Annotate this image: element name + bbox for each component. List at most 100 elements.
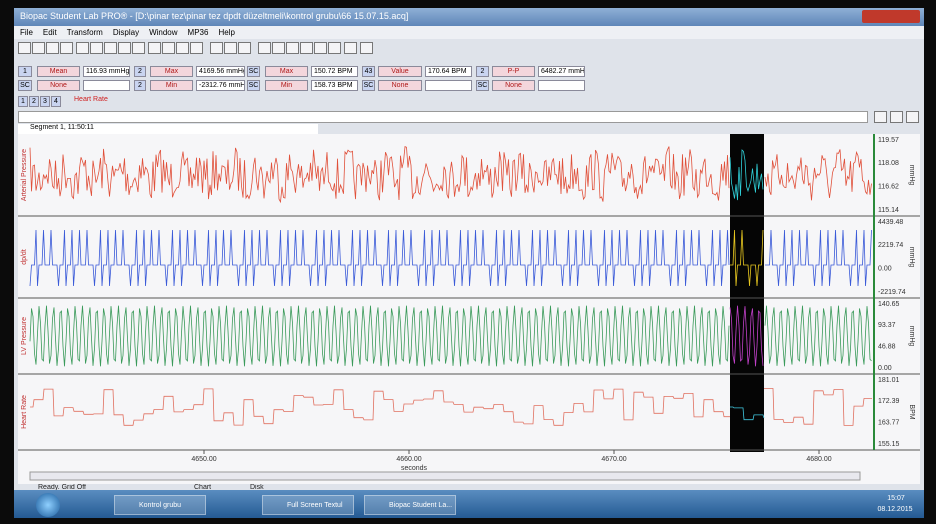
channel-label: LV Pressure [21,317,28,355]
scroll-button[interactable] [906,111,919,123]
measurement-value: 4169.56 mmHg [196,66,245,77]
segment-label: Segment 1, 11:50:11 [18,124,318,134]
measurement-button[interactable]: 2 [476,66,489,77]
y-tick-label: 118.08 [878,160,899,167]
y-tick-label: 115.14 [878,207,899,214]
empty-field [538,80,585,91]
y-tick-label: 0.00 [878,365,892,372]
y-tick-label: 116.62 [878,184,899,191]
y-tick-label: 93.37 [878,322,896,329]
measurement-value: 158.73 BPM [311,80,358,91]
measurement-button[interactable]: Max [150,66,193,77]
channel-label: Heart Rate [21,395,28,429]
x-tick-label: 4650.00 [191,456,216,463]
x-tick-label: 4680.00 [806,456,831,463]
empty-field [425,80,472,91]
toolbar-button[interactable] [148,42,161,54]
toolbar-button[interactable] [360,42,373,54]
measurement-button[interactable]: Max [265,66,308,77]
scroll-field[interactable] [18,111,868,123]
measurement-button[interactable]: 2 [134,80,146,91]
toolbar-button[interactable] [90,42,103,54]
measurement-button[interactable]: None [37,80,80,91]
toolbar-button[interactable] [76,42,89,54]
scroll-button[interactable] [890,111,903,123]
toolbar-button[interactable] [300,42,313,54]
x-tick-label: 4660.00 [396,456,421,463]
measurement-value: -2312.76 mmHg [196,80,245,91]
y-tick-label: -2219.74 [878,289,906,296]
measurement-value: 150.72 BPM [311,66,358,77]
toolbar-button[interactable] [286,42,299,54]
toolbar-button[interactable] [190,42,203,54]
channel-unit: mmHg [908,326,915,347]
measurement-button[interactable]: 43 [362,66,375,77]
channel-label: dp/dt [21,249,28,265]
y-tick-label: 0.00 [878,266,892,273]
measurement-button[interactable]: SC [247,66,260,77]
taskbar-item[interactable]: Biopac Student La... [364,495,456,515]
x-tick-label: 4670.00 [601,456,626,463]
toolbar-button[interactable] [18,42,31,54]
channel-button[interactable]: 3 [40,96,50,107]
toolbar-button[interactable] [176,42,189,54]
toolbar-button[interactable] [238,42,251,54]
channel-unit: mmHg [908,247,915,268]
measurement-button[interactable]: Min [265,80,308,91]
channel-button[interactable]: 4 [51,96,61,107]
toolbar-button[interactable] [46,42,59,54]
measurement-button[interactable]: 2 [134,66,146,77]
empty-field [83,80,130,91]
measurement-button[interactable]: Mean [37,66,80,77]
toolbar-button[interactable] [224,42,237,54]
measurement-button[interactable]: SC [476,80,489,91]
toolbar-button[interactable] [104,42,117,54]
measurement-value: 170.64 BPM [425,66,472,77]
measurement-button[interactable]: Min [150,80,193,91]
channel-label: Arterial Pressure [21,149,28,201]
measurement-value: 6482.27 mmHg [538,66,585,77]
selection [730,134,764,452]
channel-label: Heart Rate [74,96,134,107]
toolbar-button[interactable] [162,42,175,54]
measurement-button[interactable]: SC [362,80,375,91]
page: Biopac Student Lab PRO® - [D:\pinar tez\… [0,0,936,524]
y-tick-label: 119.57 [878,137,899,144]
toolbar-button[interactable] [258,42,271,54]
h-scrollbar [30,472,860,480]
y-tick-label: 46.88 [878,344,896,351]
toolbar-button[interactable] [60,42,73,54]
toolbar-button[interactable] [272,42,285,54]
measurement-button[interactable]: None [378,80,422,91]
toolbar-button[interactable] [32,42,45,54]
measurement-button[interactable]: Value [378,66,422,77]
measurement-button[interactable]: 1 [18,66,32,77]
measurement-button[interactable]: SC [247,80,260,91]
measurement-value: 116.93 mmHg [83,66,130,77]
start-button[interactable] [36,493,60,517]
toolbar-button[interactable] [344,42,357,54]
channel-button[interactable]: 1 [18,96,28,107]
y-tick-label: 155.15 [878,441,900,448]
measurement-button[interactable]: None [492,80,535,91]
scroll-button[interactable] [874,111,887,123]
channel-unit: mmHg [908,165,915,186]
measurement-button[interactable]: SC [18,80,32,91]
y-tick-label: 140.65 [878,301,900,308]
taskbar-item[interactable]: Full Screen Textul [262,495,354,515]
channel-unit: BPM [908,404,915,419]
clock-date: 08.12.2015 [870,506,920,516]
measurement-button[interactable]: P-P [492,66,535,77]
y-tick-label: 4439.48 [878,219,903,226]
toolbar-button[interactable] [210,42,223,54]
y-tick-label: 172.39 [878,398,900,405]
clock-time: 15:07 [876,495,916,505]
channel-button[interactable]: 2 [29,96,39,107]
y-tick-label: 163.77 [878,420,900,427]
taskbar-item[interactable]: Kontrol grubu [114,495,206,515]
toolbar-button[interactable] [314,42,327,54]
toolbar-button[interactable] [328,42,341,54]
toolbar-button[interactable] [118,42,131,54]
y-tick-label: 181.01 [878,377,900,384]
toolbar-button[interactable] [132,42,145,54]
